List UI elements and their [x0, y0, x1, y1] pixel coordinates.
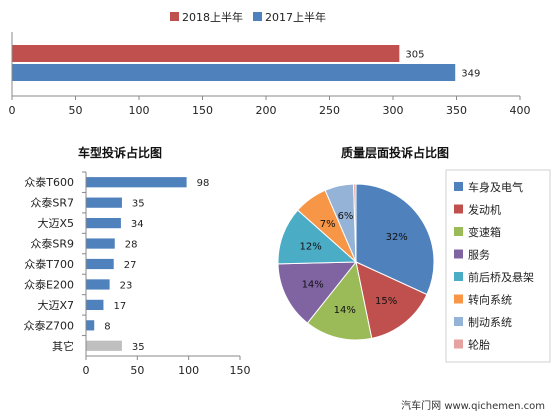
legend-box [445, 169, 551, 363]
bar-value-label-6: 17 [113, 301, 126, 312]
x-tick-label-8: 400 [510, 104, 531, 117]
x-tick-label-2: 100 [129, 104, 150, 117]
pie-slice-1 [355, 261, 428, 339]
category-label-7: 众泰Z700 [23, 318, 74, 332]
legend-swatch-1 [454, 204, 463, 214]
bar-value-label-8: 35 [132, 342, 145, 353]
legend-swatch-3 [454, 249, 463, 259]
bar-8 [86, 340, 122, 351]
pie-value-label-2: 14% [334, 305, 356, 316]
legend-swatch-0 [454, 182, 463, 191]
x-tick-label-0: 0 [83, 364, 90, 377]
bar-4 [86, 258, 114, 270]
pie-slice-7 [353, 183, 357, 263]
x-tick-label-3: 150 [192, 104, 213, 117]
pie-slice-2 [306, 260, 373, 341]
legend-swatch-6 [454, 317, 463, 326]
legend-label-0: 2018上半年 [182, 10, 243, 24]
category-label-4: 众泰T700 [24, 257, 74, 271]
legend-swatch-7 [454, 339, 463, 349]
pie-slice-3 [277, 261, 358, 324]
pie-value-label-4: 12% [299, 241, 321, 252]
bar-value-label-0: 98 [197, 178, 210, 189]
bar-value-label-1: 349 [461, 69, 480, 80]
bar-value-label-4: 27 [124, 260, 137, 271]
legend-label-5: 转向系统 [468, 293, 512, 307]
category-label-6: 大迈X7 [37, 298, 74, 312]
legend-label-1: 2017上半年 [265, 10, 326, 24]
bar-value-label-2: 34 [131, 219, 144, 230]
category-label-5: 众泰E200 [24, 277, 74, 291]
comparison-bar-chart: 2018上半年 2017上半年 305 349 0 50 100 150 200 250 300 35… [9, 10, 531, 117]
bar-value-label-0: 305 [405, 50, 424, 61]
legend-swatch-2 [454, 227, 463, 236]
x-tick-label-1: 50 [130, 364, 144, 377]
chart-title: 质量层面投诉占比图 [341, 145, 449, 160]
pie-value-label-6: 6% [338, 211, 354, 222]
bar-0 [12, 45, 400, 62]
bar-3 [86, 238, 115, 249]
category-label-3: 众泰SR9 [30, 237, 74, 251]
x-tick-label-3: 150 [230, 364, 251, 377]
category-label-0: 众泰T600 [24, 175, 74, 189]
x-tick-label-4: 200 [256, 104, 277, 117]
pie-value-label-1: 15% [375, 296, 397, 307]
x-tick-label-2: 100 [178, 364, 199, 377]
quality-complaint-pie-chart: 质量层面投诉占比图 32% 15% 14% 14% 12% 7%6% 车身及电气发动机变速箱服… [277, 145, 551, 363]
legend-label-3: 服务 [468, 249, 490, 262]
bar-value-label-5: 23 [120, 280, 133, 291]
chart-title: 车型投诉占比图 [78, 145, 162, 160]
legend-label-4: 前后桥及悬架 [468, 270, 534, 284]
legend-swatch-1 [253, 12, 262, 21]
pie-value-label-3: 14% [302, 280, 324, 291]
legend-label-1: 发动机 [468, 203, 501, 217]
bar-1 [12, 64, 456, 81]
bar-value-label-3: 28 [125, 240, 138, 251]
pie-value-label-5: 7% [320, 219, 336, 230]
bar-5 [86, 279, 110, 290]
pie-slice-0 [355, 183, 435, 296]
legend-label-2: 变速箱 [468, 225, 501, 239]
bar-0 [86, 177, 187, 188]
category-label-2: 大迈X5 [37, 216, 74, 230]
bar-value-label-1: 35 [132, 199, 145, 210]
pie-value-label-0: 32% [386, 232, 408, 243]
bar-value-label-7: 8 [104, 321, 110, 332]
x-tick-label-7: 350 [446, 104, 467, 117]
legend-label-7: 轮胎 [468, 338, 490, 352]
legend-label-6: 制动系统 [468, 316, 512, 329]
legend-swatch-4 [454, 272, 463, 281]
legend-swatch-5 [454, 294, 463, 304]
watermark: 汽车门网 www.qichemen.com [401, 401, 545, 412]
bar-2 [86, 218, 121, 229]
x-tick-label-1: 50 [69, 104, 83, 117]
legend-label-0: 车身及电气 [468, 180, 523, 194]
bar-7 [86, 320, 95, 331]
x-tick-label-0: 0 [9, 104, 16, 117]
bar-1 [86, 197, 122, 208]
bar-6 [86, 299, 104, 310]
x-tick-label-6: 300 [383, 104, 404, 117]
x-tick-label-5: 250 [319, 104, 340, 117]
category-label-1: 众泰SR7 [30, 196, 74, 210]
legend-swatch-0 [170, 12, 179, 21]
category-label-8: 其它 [52, 339, 74, 353]
